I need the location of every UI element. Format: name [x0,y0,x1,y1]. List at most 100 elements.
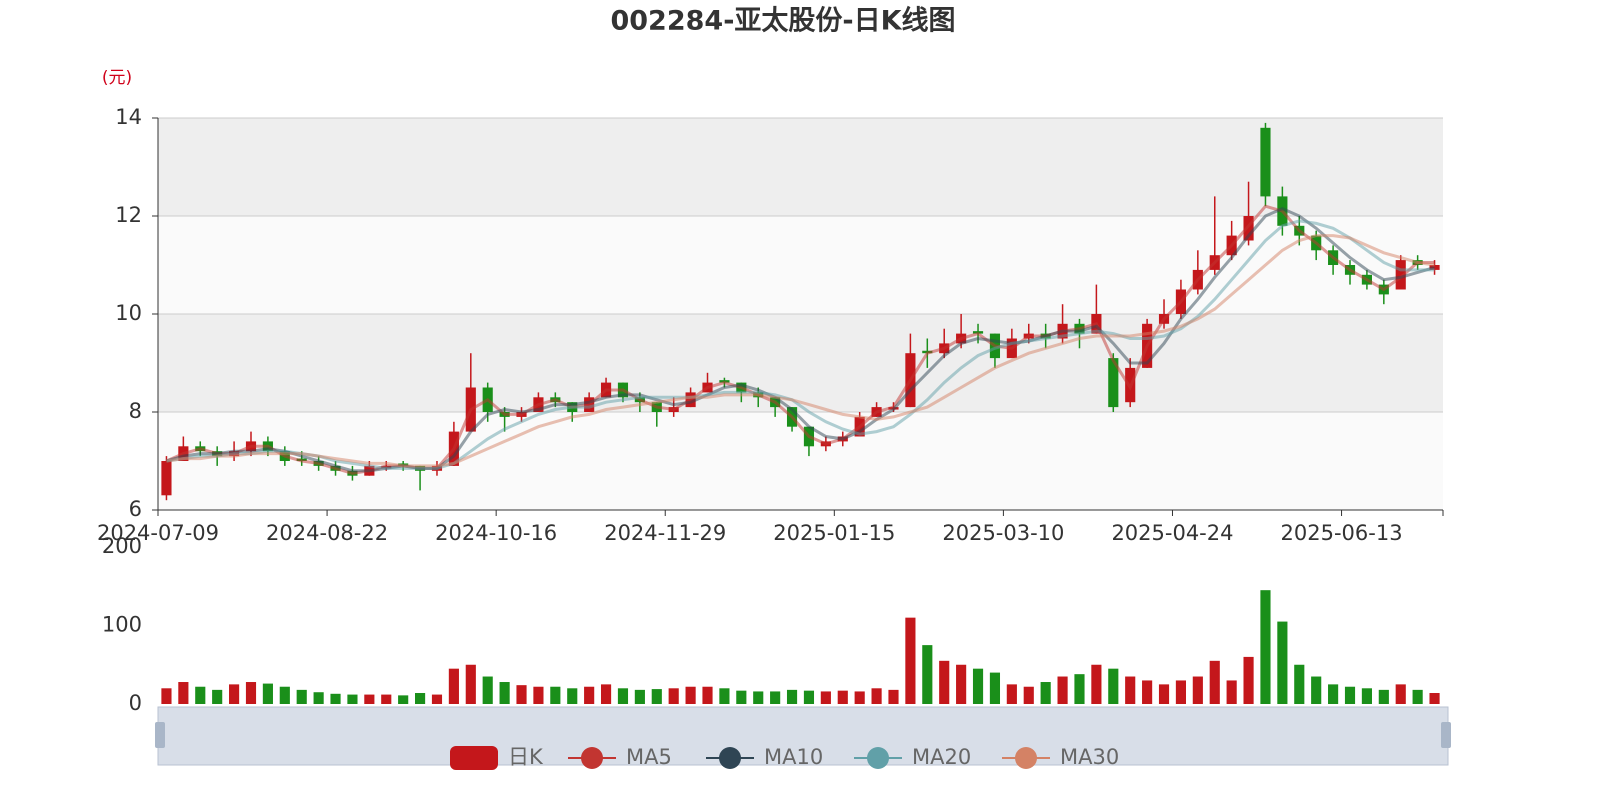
x-tick-label: 2025-06-13 [1281,521,1403,545]
legend-label[interactable]: MA10 [764,745,823,769]
volume-bar [1108,668,1119,704]
ma-line [166,206,1435,473]
volume-bar [1395,684,1406,704]
y-tick-label: 12 [115,203,142,227]
y-tick-label: 10 [115,301,142,325]
ma-line [166,234,1435,468]
volume-bar [567,688,578,704]
volume-bar [888,689,899,704]
volume-bar [922,645,933,704]
legend-label[interactable]: MA30 [1060,745,1119,769]
volume-bar [533,686,544,704]
volume-bar [837,690,848,704]
volume-bar [600,684,612,704]
x-tick-label: 2024-10-16 [435,521,557,545]
volume-bar [499,682,510,704]
volume-bar [786,689,798,704]
volume-bar [1209,660,1220,704]
volume-bar [364,694,375,704]
volume-bar [279,686,290,704]
volume-bar [550,686,561,704]
volume-bar [719,688,730,704]
volume-bar [770,691,781,704]
volume-bar [668,688,679,704]
volume-bar [313,692,324,704]
volume-bar [195,686,206,704]
volume-bar [1175,680,1186,704]
volume-bar [1142,680,1153,704]
volume-bar [617,688,629,704]
volume-bar [753,691,764,704]
x-tick-label: 2025-01-15 [773,521,895,545]
volume-bar [736,690,747,704]
legend-label[interactable]: MA20 [912,745,971,769]
volume-bar [1158,684,1170,704]
data-zoom[interactable] [157,706,1449,766]
volume-bar [989,672,1001,704]
volume-bar [296,689,307,704]
candle-body [1395,260,1406,290]
volume-bar [803,690,815,704]
candle-body [1108,358,1119,408]
volume-bar [448,668,459,704]
volume-bar [1260,590,1271,704]
volume-bar [212,689,223,704]
volume-bar [1125,676,1136,704]
volume-bar [1226,680,1237,704]
x-tick-label: 2024-11-29 [604,521,726,545]
volume-bar [1344,686,1356,704]
volume-bar [431,694,443,704]
volume-bar [1361,688,1372,704]
volume-bar [972,668,984,704]
legend-swatch[interactable] [1015,747,1037,769]
volume-bar [465,664,476,704]
y-unit: (元) [102,68,132,88]
volume-bar [1040,682,1051,704]
x-tick-label: 2025-03-10 [942,521,1064,545]
volume-bar [584,686,595,704]
y-tick-label: 8 [129,399,142,423]
volume-bar [651,689,662,704]
candle-body [1429,265,1440,270]
volume-bar [347,694,358,704]
legend-swatch[interactable] [581,747,603,769]
volume-bar [229,684,240,704]
volume-bar [1006,684,1017,704]
volume-bar [939,660,950,704]
volume-bar [262,683,273,704]
volume-bar [1328,684,1339,704]
legend-swatch[interactable] [719,747,741,769]
volume-bar [871,688,882,704]
zoom-handle[interactable] [1441,722,1451,748]
volume-bar [1378,689,1389,704]
volume-bar [702,686,713,704]
x-tick-label: 2024-08-22 [266,521,388,545]
volume-bar [1311,676,1322,704]
candle-body [1260,127,1271,197]
y-tick-label: 100 [102,613,142,637]
legend-swatch[interactable] [450,746,498,770]
volume-bar [1023,686,1034,704]
volume-bar [685,686,696,704]
candle-body [161,461,172,496]
volume-bar [905,617,916,704]
legend-label[interactable]: 日K [508,745,544,769]
volume-bar [634,689,645,704]
volume-bar [161,688,172,704]
candle-body [1243,216,1254,241]
grid-band [158,118,1443,216]
volume-bar [330,693,341,704]
legend-swatch[interactable] [867,747,889,769]
chart-title: 002284-亚太股份-日K线图 [610,6,955,37]
y-tick-label: 6 [129,497,142,521]
volume-bar [482,676,493,704]
ma-line [166,219,1435,470]
zoom-handle[interactable] [155,722,165,748]
y-tick-label: 0 [129,691,142,715]
volume-bar [1074,674,1085,704]
legend-label[interactable]: MA5 [626,745,672,769]
volume-bar [1277,621,1288,704]
volume-bar [1294,664,1305,704]
y-tick-label: 14 [115,105,142,129]
volume-bar [398,695,409,704]
